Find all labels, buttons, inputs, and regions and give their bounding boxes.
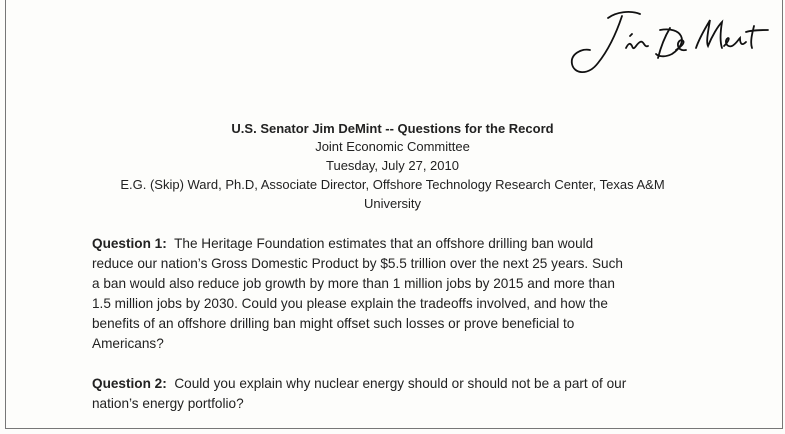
question-text: nation’s energy portfolio?	[92, 396, 244, 411]
question-text: The Heritage Foundation estimates that a…	[174, 236, 594, 251]
question-label: Question 1:	[92, 236, 167, 251]
text-line: Question 1: The Heritage Foundation esti…	[92, 234, 772, 254]
question-text: Could you explain why nuclear energy sho…	[174, 376, 627, 391]
question: Question 1: The Heritage Foundation esti…	[92, 234, 772, 354]
witness: E.G. (Skip) Ward, Ph.D, Associate Direct…	[120, 177, 665, 192]
question-text: benefits of an offshore drilling ban mig…	[92, 316, 575, 331]
text-line: benefits of an offshore drilling ban mig…	[92, 314, 772, 334]
witness: University	[363, 196, 422, 211]
text-line: Americans?	[92, 334, 772, 354]
text-line: 1.5 million jobs by 2030. Could you plea…	[92, 294, 772, 314]
text-line: a ban would also reduce job growth by mo…	[92, 274, 772, 294]
title: U.S. Senator Jim DeMint -- Questions for…	[231, 121, 554, 136]
question-text: Americans?	[92, 336, 164, 351]
committee: Joint Economic Committee	[315, 139, 470, 154]
text-line: nation’s energy portfolio?	[92, 394, 772, 414]
text-line: Question 2: Could you explain why nuclea…	[92, 374, 772, 394]
date: Tuesday, July 27, 2010	[326, 158, 459, 173]
question: Question 2: Could you explain why nuclea…	[92, 374, 772, 414]
question-text: 1.5 million jobs by 2030. Could you plea…	[92, 296, 608, 311]
page-border	[5, 0, 783, 429]
signature	[570, 11, 769, 74]
text-line: reduce our nation’s Gross Domestic Produ…	[92, 254, 772, 274]
question-label: Question 2:	[92, 376, 167, 391]
question-text: reduce our nation’s Gross Domestic Produ…	[92, 256, 623, 271]
question-text: a ban would also reduce job growth by mo…	[92, 276, 615, 291]
